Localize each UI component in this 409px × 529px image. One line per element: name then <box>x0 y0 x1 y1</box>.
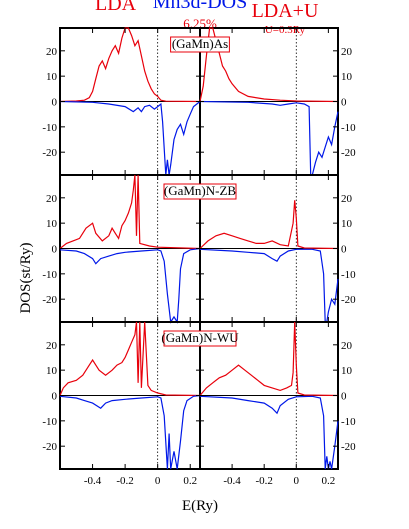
y-tick-label-left: -20 <box>42 441 57 453</box>
y-tick-label-right: 10 <box>341 218 353 230</box>
right-subtitle: U=0.3Ry <box>265 24 306 36</box>
y-tick-label-left: 10 <box>46 71 58 83</box>
y-tick-label-right: 10 <box>341 71 353 83</box>
y-tick-label-right: -10 <box>341 416 356 428</box>
x-axis-label: E(Ry) <box>182 498 218 514</box>
y-tick-label-right: 20 <box>341 46 353 58</box>
y-tick-label-right: -10 <box>341 122 356 134</box>
x-tick-label: 0 <box>155 475 161 487</box>
y-tick-label-right: -20 <box>341 441 356 453</box>
spin-up-line <box>199 321 339 397</box>
panel-label: (GaMn)N-ZB <box>164 183 237 198</box>
x-tick-label: 0.2 <box>183 475 197 487</box>
y-tick-label-right: 20 <box>341 340 353 352</box>
spin-up-line <box>59 321 201 397</box>
y-tick-label-right: 0 <box>341 97 347 109</box>
y-tick-label-right: -10 <box>341 269 356 281</box>
spin-up-line <box>199 200 339 250</box>
right-title: LDA+U <box>252 0 319 22</box>
y-tick-label-left: -10 <box>42 416 57 428</box>
center-title: Mn3d-DOS <box>153 0 247 13</box>
panel-label-box <box>163 330 237 347</box>
y-tick-label-left: 10 <box>46 218 58 230</box>
x-tick-label: -0.4 <box>223 475 241 487</box>
panel-label-box <box>163 183 237 200</box>
y-tick-label-left: -20 <box>42 147 57 159</box>
y-tick-label-left: 0 <box>52 244 58 256</box>
y-tick-label-right: -20 <box>341 147 356 159</box>
y-tick-label-left: 0 <box>52 391 58 403</box>
y-tick-label-right: 0 <box>341 391 347 403</box>
y-tick-label-left: -10 <box>42 269 57 281</box>
x-tick-label: -0.2 <box>255 475 272 487</box>
spin-down-line <box>59 247 201 324</box>
y-tick-label-left: 10 <box>46 365 58 377</box>
y-tick-label-left: 20 <box>46 46 58 58</box>
y-tick-label-right: 20 <box>341 193 353 205</box>
spin-down-line <box>199 395 339 470</box>
y-axis-label: DOS(st/Ry) <box>18 242 34 313</box>
spin-down-line <box>59 100 201 176</box>
spin-up-line <box>59 27 201 103</box>
panel-label: (GaMn)As <box>172 36 228 51</box>
y-tick-label-left: -20 <box>42 294 57 306</box>
panel-label-box <box>170 36 230 53</box>
x-tick-label: 0.2 <box>321 475 335 487</box>
y-tick-label-right: 10 <box>341 365 353 377</box>
x-tick-label: 0 <box>294 475 300 487</box>
y-tick-label-left: 0 <box>52 97 58 109</box>
spin-up-line <box>59 174 201 250</box>
y-tick-label-left: 20 <box>46 340 58 352</box>
left-title: LDA <box>95 0 137 15</box>
plot-layer: 20 20 10 10 0 0 -10 -10 -20 -20 (GaMn)As 20 20 10 10 0 0… <box>42 27 356 487</box>
spin-down-line <box>199 248 339 323</box>
spin-down-line <box>59 394 201 470</box>
y-tick-label-left: -10 <box>42 122 57 134</box>
x-tick-label: -0.2 <box>116 475 133 487</box>
panel-label: (GaMn)N-WU <box>161 330 239 345</box>
spin-down-line <box>199 100 339 176</box>
y-tick-label-right: -20 <box>341 294 356 306</box>
y-tick-label-right: 0 <box>341 244 347 256</box>
y-tick-label-left: 20 <box>46 193 58 205</box>
x-tick-label: -0.4 <box>84 475 102 487</box>
